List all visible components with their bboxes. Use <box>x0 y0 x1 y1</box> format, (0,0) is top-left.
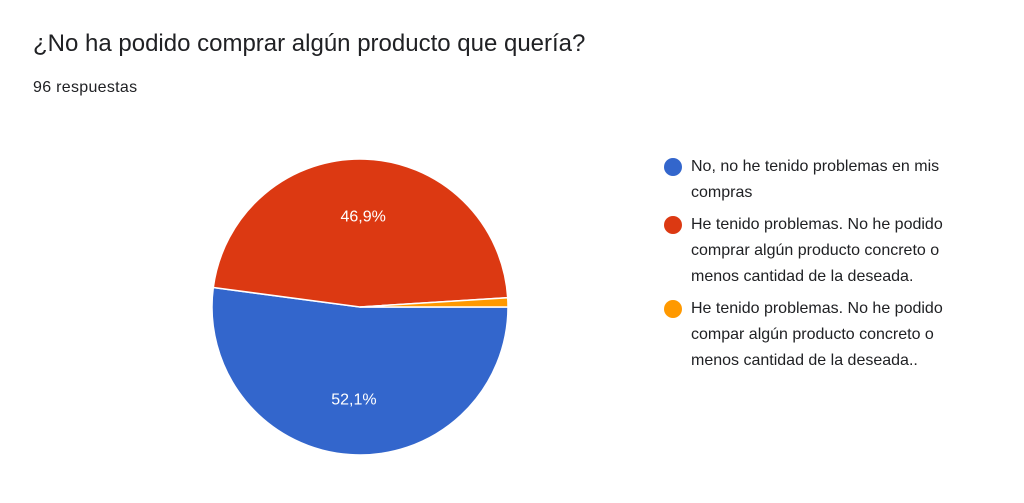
legend-item-no-problems[interactable]: No, no he tenido problemas en mis compra… <box>664 154 984 206</box>
legend-swatch-orange <box>664 300 682 318</box>
legend-label: He tenido problemas. No he podido compar… <box>691 300 943 369</box>
legend-item-problems-alt[interactable]: He tenido problemas. No he podido compar… <box>664 296 984 374</box>
legend: No, no he tenido problemas en mis compra… <box>664 154 984 380</box>
pie-slice-label: 52,1% <box>331 392 376 409</box>
legend-swatch-red <box>664 216 682 234</box>
pie-chart: 52,1% 46,9% <box>211 158 509 456</box>
pie-slice-no-problems[interactable] <box>211 286 509 456</box>
pie-slice-problems[interactable] <box>212 158 509 308</box>
chart-title: ¿No ha podido comprar algún producto que… <box>33 30 586 57</box>
pie-slice-label: 46,9% <box>340 208 385 225</box>
response-count: 96 respuestas <box>33 79 138 96</box>
legend-item-problems[interactable]: He tenido problemas. No he podido compra… <box>664 212 984 290</box>
legend-label: No, no he tenido problemas en mis compra… <box>691 158 940 201</box>
pie-slice-problems-alt[interactable] <box>359 296 509 308</box>
legend-swatch-blue <box>664 158 682 176</box>
legend-label: He tenido problemas. No he podido compra… <box>691 216 943 285</box>
